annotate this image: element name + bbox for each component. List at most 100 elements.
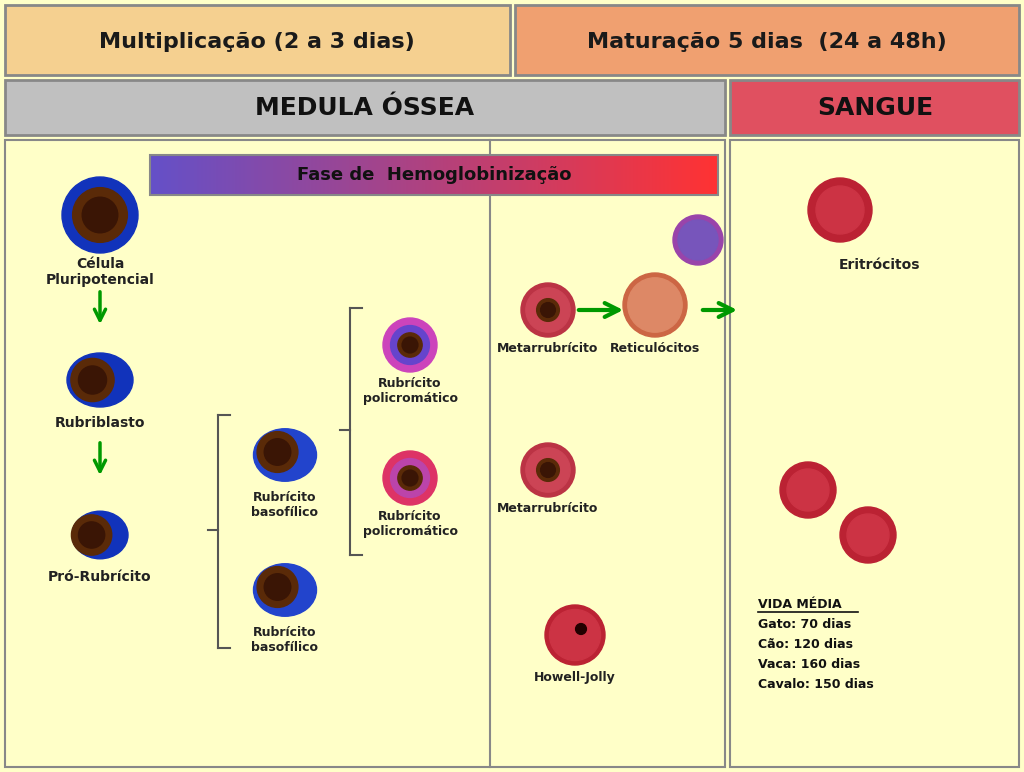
Bar	[488, 155, 490, 195]
Bar	[331, 155, 333, 195]
Circle shape	[537, 299, 559, 321]
Bar	[478, 155, 480, 195]
Bar	[709, 155, 711, 195]
Text: Metarrubrícito: Metarrubrícito	[498, 502, 599, 515]
Bar	[611, 155, 613, 195]
Circle shape	[550, 610, 600, 661]
Bar	[242, 155, 243, 195]
Bar	[298, 155, 300, 195]
Circle shape	[62, 177, 138, 253]
Bar	[229, 155, 231, 195]
Bar	[176, 155, 178, 195]
Bar	[251, 155, 253, 195]
Bar	[291, 155, 293, 195]
Text: Rubrícito
policromático: Rubrícito policromático	[362, 377, 458, 405]
Bar	[171, 155, 173, 195]
Bar	[671, 155, 673, 195]
Bar	[247, 155, 249, 195]
Bar	[492, 155, 494, 195]
Bar	[409, 155, 411, 195]
Bar	[504, 155, 505, 195]
Bar	[207, 155, 209, 195]
Bar	[384, 155, 386, 195]
Bar	[471, 155, 473, 195]
Bar	[400, 155, 402, 195]
Bar	[271, 155, 273, 195]
Bar	[233, 155, 236, 195]
Bar	[315, 155, 317, 195]
Circle shape	[257, 432, 298, 472]
Bar	[346, 155, 347, 195]
Bar	[169, 155, 171, 195]
Bar	[278, 155, 280, 195]
Circle shape	[383, 318, 437, 372]
Bar	[593, 155, 595, 195]
Bar	[327, 155, 329, 195]
Bar	[412, 155, 414, 195]
Bar	[580, 155, 582, 195]
Circle shape	[575, 624, 587, 635]
Bar	[648, 155, 649, 195]
Bar	[556, 155, 558, 195]
Bar	[440, 155, 442, 195]
Bar	[494, 155, 496, 195]
Bar	[517, 155, 518, 195]
Bar	[446, 155, 449, 195]
Bar	[150, 155, 718, 195]
Bar	[309, 155, 311, 195]
Bar	[371, 155, 373, 195]
Text: VIDA MÉDIA: VIDA MÉDIA	[758, 598, 842, 611]
Bar	[238, 155, 240, 195]
Bar	[357, 155, 359, 195]
Bar	[467, 155, 469, 195]
Bar	[465, 155, 467, 195]
Circle shape	[264, 574, 291, 601]
Bar	[449, 155, 451, 195]
Bar	[573, 155, 575, 195]
Bar	[438, 155, 440, 195]
Bar	[213, 155, 215, 195]
Bar	[433, 155, 435, 195]
Bar	[659, 155, 662, 195]
Text: Célula
Pluripotencial: Célula Pluripotencial	[46, 257, 155, 287]
Circle shape	[402, 337, 418, 353]
Bar	[669, 155, 671, 195]
Bar	[490, 155, 492, 195]
Bar	[629, 155, 631, 195]
Circle shape	[398, 333, 422, 357]
Bar	[182, 155, 184, 195]
Bar	[538, 155, 540, 195]
Bar	[191, 155, 194, 195]
Circle shape	[545, 605, 605, 665]
Bar	[414, 155, 416, 195]
Text: Pró-Rubrícito: Pró-Rubrícito	[48, 570, 152, 584]
Bar	[302, 155, 304, 195]
Bar	[553, 155, 555, 195]
Text: Vaca: 160 dias: Vaca: 160 dias	[758, 658, 860, 671]
Bar	[507, 155, 509, 195]
Text: Multiplicação (2 a 3 dias): Multiplicação (2 a 3 dias)	[99, 32, 415, 52]
Bar	[451, 155, 452, 195]
Bar	[382, 155, 384, 195]
Circle shape	[537, 459, 559, 481]
Bar	[162, 155, 163, 195]
Bar	[587, 155, 589, 195]
Bar	[256, 155, 258, 195]
Bar	[338, 155, 340, 195]
Bar	[569, 155, 571, 195]
Bar	[615, 155, 617, 195]
Bar	[522, 155, 524, 195]
Bar	[226, 155, 228, 195]
Bar	[380, 155, 382, 195]
Bar	[323, 155, 325, 195]
Bar	[203, 155, 205, 195]
Bar	[699, 155, 700, 195]
Bar	[604, 155, 606, 195]
Bar	[564, 155, 566, 195]
Bar	[545, 155, 547, 195]
Bar	[211, 155, 213, 195]
Bar	[686, 155, 687, 195]
Circle shape	[541, 303, 555, 317]
Bar	[294, 155, 296, 195]
Bar	[231, 155, 233, 195]
